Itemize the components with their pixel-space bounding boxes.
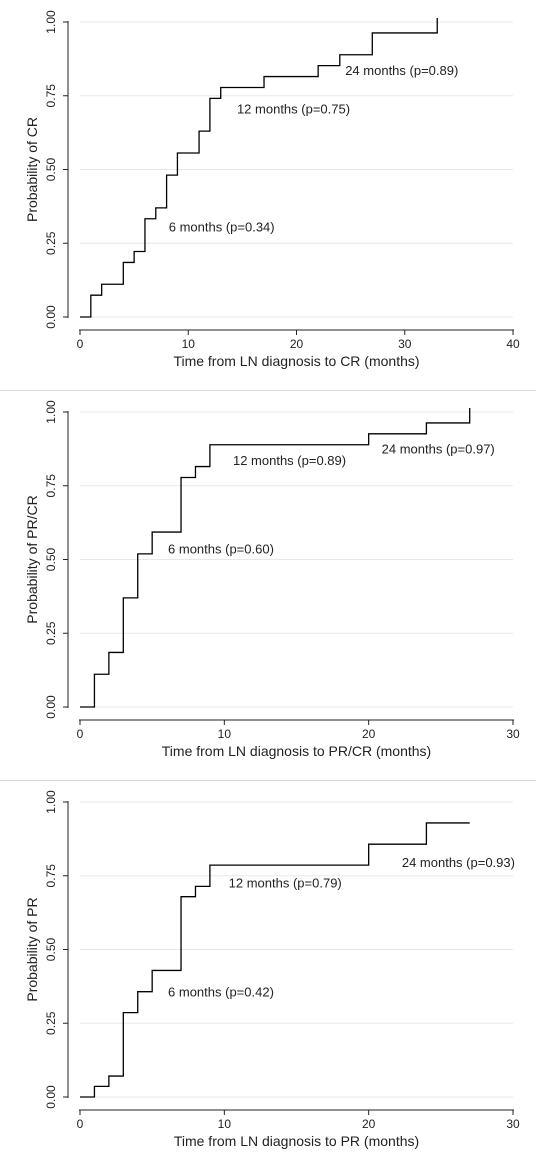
y-tick-label: 0.75	[44, 474, 58, 498]
x-axis-title: Time from LN diagnosis to PR (months)	[174, 1133, 419, 1149]
y-axis-title: Probability of CR	[24, 117, 40, 222]
km-step-line	[80, 408, 471, 708]
y-tick-label: 1.00	[44, 400, 58, 424]
y-tick-label: 0.50	[44, 157, 58, 181]
y-tick-label: 1.00	[44, 790, 58, 814]
x-axis-title: Time from LN diagnosis to CR (months)	[173, 353, 419, 369]
milestone-annotation: 24 months (p=0.89)	[345, 63, 458, 78]
milestone-annotation: 24 months (p=0.93)	[402, 855, 515, 870]
milestone-annotation: 6 months (p=0.42)	[168, 985, 274, 1000]
x-tick-label: 0	[77, 727, 84, 741]
x-tick-label: 40	[506, 337, 520, 351]
y-tick-label: 0.25	[44, 231, 58, 255]
km-step-line	[80, 18, 438, 318]
milestone-annotation: 6 months (p=0.34)	[169, 219, 275, 234]
panel-divider	[0, 780, 536, 781]
milestone-annotation: 12 months (p=0.79)	[229, 876, 342, 891]
km-step-line	[80, 822, 470, 1098]
x-tick-label: 0	[77, 337, 84, 351]
y-tick-label: 0.75	[44, 864, 58, 888]
x-tick-label: 20	[290, 337, 304, 351]
km-panel-prcr: 0.00 0.25 0.50 0.75 1.00 0 10 20 30 Time from LN …	[0, 391, 536, 780]
milestone-annotation: 24 months (p=0.97)	[382, 441, 495, 456]
x-tick-label: 30	[398, 337, 412, 351]
y-tick-label: 0.25	[44, 1011, 58, 1035]
y-tick-label: 0.00	[44, 305, 58, 329]
y-tick-label: 0.75	[44, 84, 58, 108]
km-chart-cr: 0.00 0.25 0.50 0.75 1.00 0 10 20 30 40 Time from L…	[24, 10, 520, 369]
x-tick-label: 10	[218, 727, 232, 741]
y-axis-title: Probability of PR/CR	[24, 495, 40, 623]
x-tick-label: 30	[506, 727, 520, 741]
y-tick-label: 0.25	[44, 621, 58, 645]
y-tick-label: 1.00	[44, 10, 58, 34]
y-tick-label: 0.50	[44, 937, 58, 961]
x-tick-label: 0	[77, 1117, 84, 1131]
milestone-annotation: 12 months (p=0.75)	[237, 101, 350, 116]
x-tick-label: 10	[218, 1117, 232, 1131]
x-tick-label: 10	[182, 337, 196, 351]
x-axis-title: Time from LN diagnosis to PR/CR (months)	[162, 743, 431, 759]
y-tick-label: 0.00	[44, 1085, 58, 1109]
y-tick-label: 0.00	[44, 695, 58, 719]
km-chart-pr: 0.00 0.25 0.50 0.75 1.00 0 10 20 30 Time from LN …	[24, 790, 520, 1149]
milestone-annotation: 6 months (p=0.60)	[168, 542, 274, 557]
x-tick-label: 20	[362, 727, 376, 741]
y-tick-label: 0.50	[44, 547, 58, 571]
x-tick-label: 20	[362, 1117, 376, 1131]
km-panel-pr: 0.00 0.25 0.50 0.75 1.00 0 10 20 30 Time from LN …	[0, 781, 536, 1169]
panel-divider	[0, 390, 536, 391]
y-axis-title: Probability of PR	[24, 897, 40, 1001]
milestone-annotation: 12 months (p=0.89)	[233, 453, 346, 468]
km-panel-cr: 0.00 0.25 0.50 0.75 1.00 0 10 20 30 40 Time from L…	[0, 0, 536, 390]
x-tick-label: 30	[506, 1117, 520, 1131]
km-chart-prcr: 0.00 0.25 0.50 0.75 1.00 0 10 20 30 Time from LN …	[24, 400, 520, 759]
